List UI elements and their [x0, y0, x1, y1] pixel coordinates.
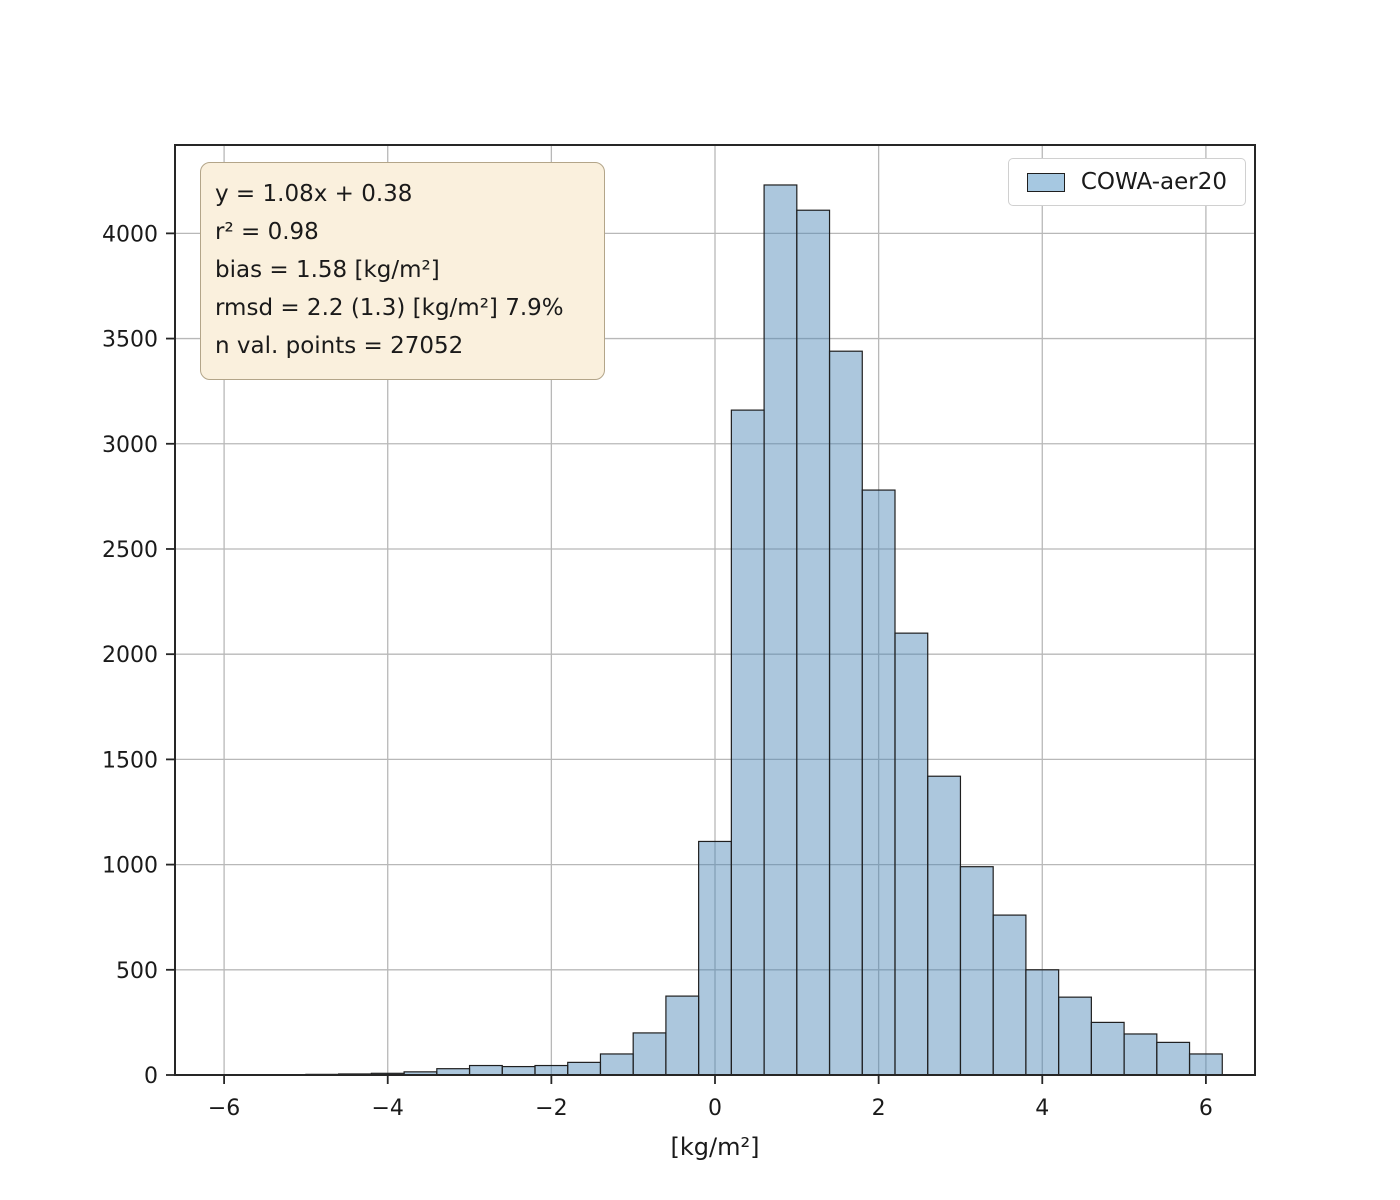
legend: COWA-aer20: [1007, 158, 1246, 206]
histogram-bar: [468, 1064, 503, 1076]
x-tick-label: −4: [372, 1096, 404, 1121]
x-tick-label: −2: [535, 1096, 567, 1121]
histogram-bar: [1058, 996, 1092, 1076]
histogram-bar: [632, 1032, 667, 1076]
histogram-bar: [927, 775, 962, 1076]
histogram-bar: [992, 914, 1027, 1076]
y-tick-label: 500: [116, 959, 158, 984]
histogram-bar: [763, 184, 798, 1076]
x-tick-label: 4: [1035, 1096, 1049, 1121]
stats-line-npoints: n val. points = 27052: [215, 333, 464, 359]
y-tick-label: 2500: [102, 538, 158, 563]
y-tick-label: 2000: [102, 643, 158, 668]
histogram-bar: [599, 1053, 634, 1076]
y-tick-label: 0: [144, 1064, 158, 1089]
x-axis-label: [kg/m²]: [671, 1133, 760, 1161]
x-tick-label: 6: [1199, 1096, 1213, 1121]
histogram-bar: [534, 1064, 569, 1076]
x-tick-label: −6: [208, 1096, 240, 1121]
histogram-bar: [959, 866, 994, 1076]
stats-line-bias: bias = 1.58 [kg/m²]: [215, 257, 440, 283]
x-tick-label: 0: [708, 1096, 722, 1121]
histogram-bar: [1123, 1033, 1158, 1076]
y-tick-label: 1500: [102, 748, 158, 773]
y-tick-label: 3000: [102, 433, 158, 458]
y-tick-label: 1000: [102, 854, 158, 879]
legend-patch-icon: [1026, 172, 1065, 192]
histogram-bar: [796, 209, 831, 1076]
histogram-bar: [828, 350, 863, 1076]
x-tick-label: 2: [872, 1096, 886, 1121]
stats-line-equation: y = 1.08x + 0.38: [215, 181, 413, 207]
stats-line-rmsd: rmsd = 2.2 (1.3) [kg/m²] 7.9%: [215, 295, 564, 321]
histogram-bar: [1090, 1021, 1125, 1076]
y-tick-label: 3500: [102, 328, 158, 353]
histogram-bar: [894, 632, 929, 1076]
histogram-bar: [1156, 1041, 1191, 1076]
stats-box: y = 1.08x + 0.38 r² = 0.98 bias = 1.58 […: [200, 162, 605, 380]
legend-label: COWA-aer20: [1080, 169, 1227, 195]
histogram-bar: [1188, 1053, 1223, 1076]
stats-line-r2: r² = 0.98: [215, 219, 319, 245]
histogram-bar: [861, 489, 896, 1076]
histogram-bar: [698, 840, 732, 1076]
y-tick-label: 4000: [102, 222, 158, 247]
histogram-bar: [730, 409, 765, 1076]
histogram-bar: [501, 1065, 536, 1076]
histogram-bar: [665, 995, 700, 1076]
histogram-bar: [1025, 969, 1060, 1076]
histogram-bar: [567, 1061, 602, 1076]
